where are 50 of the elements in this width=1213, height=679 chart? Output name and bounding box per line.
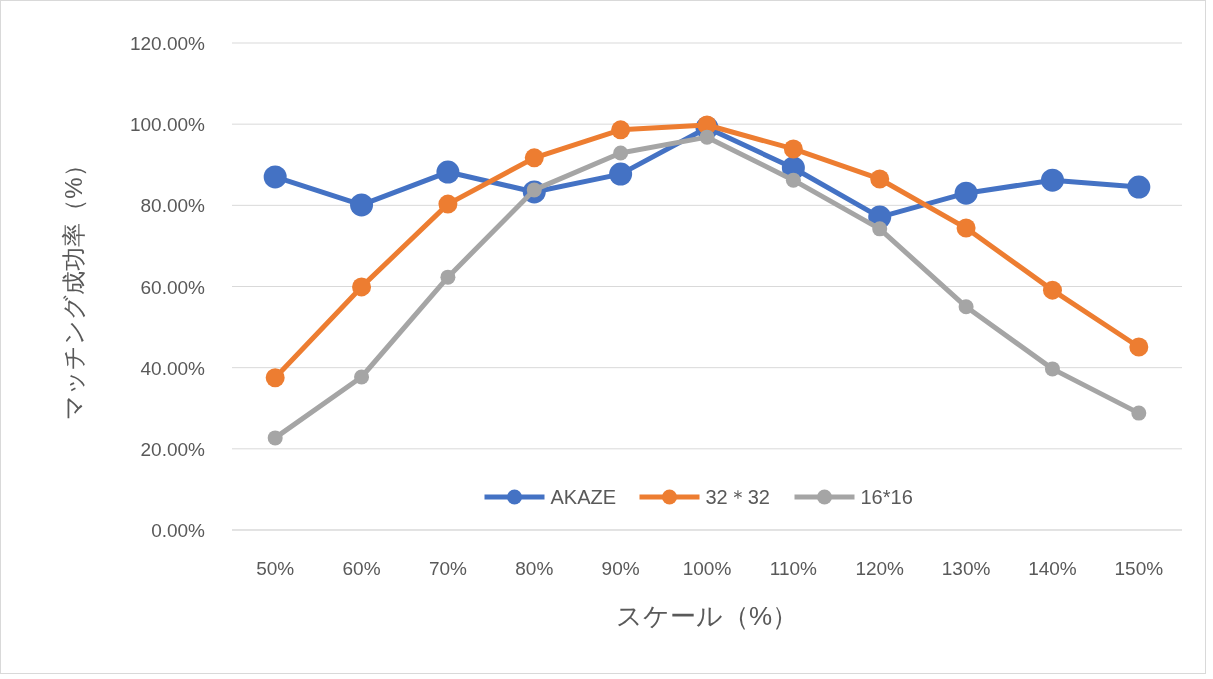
point: [699, 129, 715, 145]
point: [954, 181, 978, 205]
x-tick-label: 110%: [769, 558, 818, 579]
legend-label: 16*16: [860, 486, 913, 508]
point: [1040, 168, 1064, 192]
x-tick-label: 100%: [682, 558, 732, 579]
y-tick-label: 0.00%: [151, 520, 206, 541]
point: [1129, 337, 1149, 357]
x-tick-label: 130%: [941, 558, 991, 579]
point: [872, 221, 888, 237]
x-tick-label: 90%: [601, 558, 640, 579]
y-tick-label: 120.00%: [129, 33, 206, 54]
point: [438, 194, 458, 214]
x-tick-label: 70%: [428, 558, 468, 579]
point: [613, 145, 629, 161]
y-tick-label: 20.00%: [140, 438, 206, 460]
point: [1042, 280, 1062, 300]
y-tick-label: 40.00%: [140, 357, 206, 379]
point: [1044, 361, 1060, 377]
point: [1127, 175, 1151, 199]
y-tick-label: 60.00%: [140, 276, 206, 298]
x-tick-label: 140%: [1028, 558, 1077, 579]
point: [350, 193, 374, 217]
point: [265, 368, 285, 388]
point: [436, 160, 460, 184]
point: [352, 277, 372, 297]
legend-label: AKAZE: [550, 486, 617, 508]
x-tick-label: 50%: [256, 558, 295, 579]
x-tick-label: 150%: [1114, 558, 1164, 579]
point: [783, 139, 803, 159]
point: [611, 120, 631, 140]
y-tick-label: 80.00%: [140, 195, 206, 217]
point: [870, 169, 890, 189]
point: [267, 430, 283, 446]
point: [958, 299, 974, 315]
x-tick-label: 120%: [855, 558, 905, 579]
x-tick-label: 80%: [515, 558, 554, 579]
point: [440, 269, 456, 285]
x-axis-title: スケール（%）: [615, 601, 799, 631]
point: [785, 172, 801, 188]
point: [524, 148, 544, 168]
x-tick-label: 60%: [342, 558, 381, 579]
point: [354, 369, 370, 385]
y-axis-title: マッチング成功率（%）: [60, 153, 87, 420]
point: [1131, 405, 1147, 421]
legend-label: 32＊32: [705, 486, 770, 508]
point: [609, 162, 633, 186]
point: [263, 165, 287, 189]
y-tick-label: 100.00%: [129, 114, 206, 136]
point: [956, 218, 976, 238]
